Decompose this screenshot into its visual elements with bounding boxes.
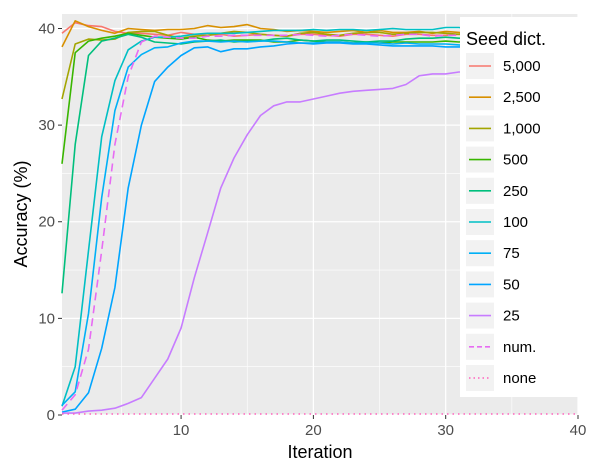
legend-label: 250	[503, 183, 528, 200]
legend-label: 500	[503, 152, 528, 169]
legend-label: 5,000	[503, 58, 541, 75]
x-tick-label: 30	[437, 422, 454, 439]
x-axis: 10 20 30 40	[173, 415, 587, 439]
legend-label: 100	[503, 214, 528, 231]
x-tick-label: 10	[173, 422, 190, 439]
legend-label: 50	[503, 276, 520, 293]
legend-label: 25	[503, 308, 520, 325]
legend-title: Seed dict.	[466, 29, 546, 49]
y-tick-label: 40	[38, 20, 55, 37]
legend: 5,000 2,500 1,000 500 250 100 75 50 25 num. none	[466, 53, 541, 391]
legend-label: 1,000	[503, 120, 541, 137]
legend-box	[460, 17, 590, 397]
y-axis: 0 10 20 30 40	[38, 20, 62, 424]
y-tick-label: 30	[38, 117, 55, 134]
legend-key-bg	[466, 365, 494, 391]
x-tick-label: 20	[305, 422, 322, 439]
y-tick-label: 10	[38, 310, 55, 327]
y-tick-label: 0	[47, 407, 55, 424]
legend-label: 75	[503, 245, 520, 262]
legend-label: 2,500	[503, 89, 541, 106]
x-axis-title: Iteration	[287, 442, 352, 462]
legend-label: num.	[503, 339, 536, 356]
y-tick-label: 20	[38, 214, 55, 231]
x-tick-label: 40	[570, 422, 587, 439]
y-axis-title: Accuracy (%)	[11, 160, 31, 267]
legend-label: none	[503, 370, 536, 387]
